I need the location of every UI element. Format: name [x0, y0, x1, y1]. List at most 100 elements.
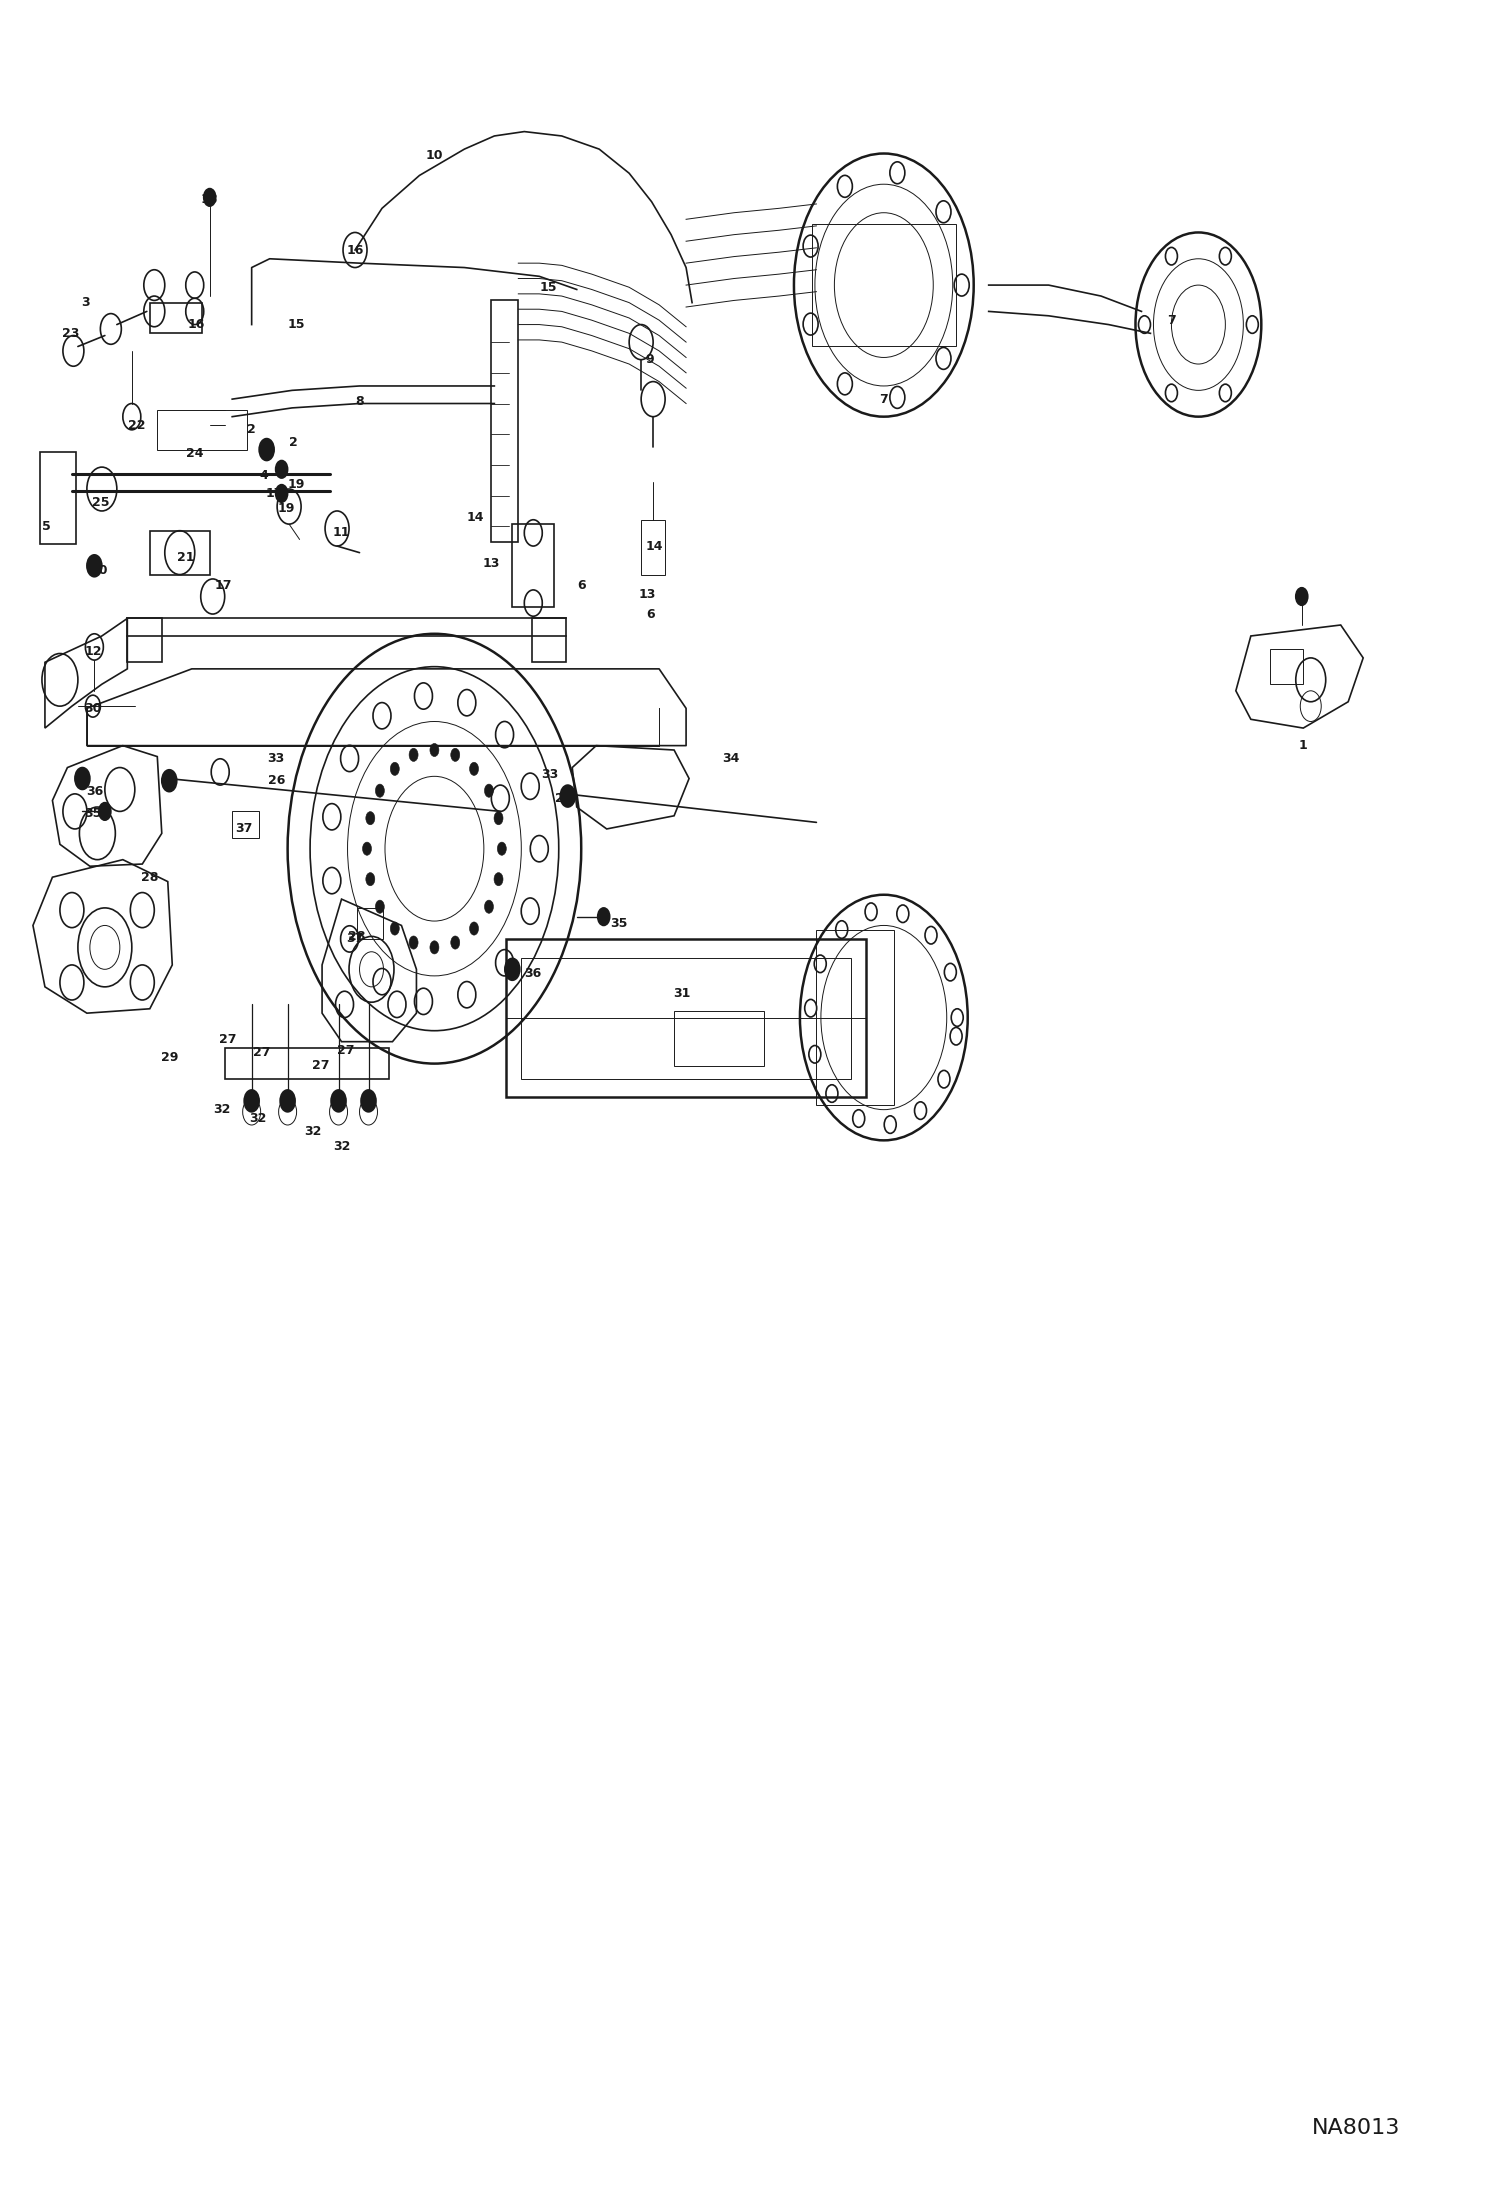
Text: 37: 37: [235, 822, 253, 836]
Text: 17: 17: [214, 579, 232, 592]
Text: 27: 27: [219, 1033, 237, 1046]
Circle shape: [363, 842, 372, 855]
Circle shape: [204, 189, 216, 206]
Bar: [357, 908, 383, 939]
Text: 7: 7: [879, 393, 888, 406]
Text: 23: 23: [61, 327, 79, 340]
Text: 10: 10: [425, 149, 443, 162]
Circle shape: [99, 803, 111, 820]
Text: NA8013: NA8013: [1312, 2118, 1401, 2138]
Bar: [674, 1011, 764, 1066]
Text: 13: 13: [638, 588, 656, 601]
Circle shape: [430, 743, 439, 757]
Text: 26: 26: [554, 792, 572, 805]
Text: 20: 20: [90, 564, 108, 577]
Text: 34: 34: [722, 752, 740, 765]
Circle shape: [430, 941, 439, 954]
Text: 32: 32: [333, 1140, 351, 1154]
Circle shape: [409, 748, 418, 761]
Text: 33: 33: [541, 768, 559, 781]
Text: 18: 18: [201, 193, 219, 206]
Text: 33: 33: [267, 752, 285, 765]
Text: 28: 28: [141, 871, 159, 884]
Circle shape: [162, 770, 177, 792]
Text: 19: 19: [277, 502, 295, 515]
Text: 3: 3: [81, 296, 90, 309]
Text: 32: 32: [304, 1125, 322, 1138]
Text: 16: 16: [187, 318, 205, 331]
Bar: [157, 410, 247, 450]
Bar: [812, 224, 956, 346]
Bar: [1270, 649, 1303, 684]
Text: 16: 16: [346, 243, 364, 257]
Circle shape: [451, 748, 460, 761]
Text: 36: 36: [85, 785, 103, 798]
Circle shape: [280, 1090, 295, 1112]
Circle shape: [505, 958, 520, 980]
Circle shape: [244, 1090, 259, 1112]
Circle shape: [484, 785, 493, 798]
Bar: [641, 520, 665, 575]
Circle shape: [469, 921, 478, 934]
Text: 31: 31: [673, 987, 691, 1000]
Circle shape: [276, 461, 288, 478]
Text: 1: 1: [1299, 739, 1308, 752]
Bar: [521, 958, 851, 1079]
Text: 26: 26: [268, 774, 286, 787]
Text: 9: 9: [646, 353, 655, 366]
Circle shape: [497, 842, 506, 855]
Bar: [40, 452, 76, 544]
Text: 35: 35: [610, 917, 628, 930]
Circle shape: [391, 921, 400, 934]
Circle shape: [451, 936, 460, 950]
Circle shape: [75, 768, 90, 789]
Text: 2: 2: [289, 436, 298, 450]
Bar: [491, 300, 518, 542]
Text: 13: 13: [482, 557, 500, 570]
Bar: [512, 524, 554, 607]
Text: 32: 32: [213, 1103, 231, 1116]
Circle shape: [469, 763, 478, 776]
Bar: [150, 531, 210, 575]
Text: 32: 32: [249, 1112, 267, 1125]
Text: 4: 4: [259, 469, 268, 482]
Circle shape: [87, 555, 102, 577]
Bar: [816, 930, 894, 1105]
Text: 27: 27: [337, 1044, 355, 1057]
Text: 15: 15: [539, 281, 557, 294]
Circle shape: [376, 899, 385, 912]
Text: 37: 37: [346, 932, 364, 945]
Bar: [232, 811, 259, 838]
Circle shape: [366, 873, 374, 886]
Text: 14: 14: [466, 511, 484, 524]
Circle shape: [560, 785, 575, 807]
Text: 7: 7: [1167, 314, 1176, 327]
Text: 36: 36: [524, 967, 542, 980]
Text: 17: 17: [265, 487, 283, 500]
Text: 12: 12: [84, 645, 102, 658]
Text: 6: 6: [577, 579, 586, 592]
Text: 11: 11: [333, 526, 351, 539]
Text: 6: 6: [646, 607, 655, 621]
Text: 35: 35: [84, 807, 102, 820]
Text: 28: 28: [348, 930, 366, 943]
Text: 22: 22: [127, 419, 145, 432]
Text: 24: 24: [186, 447, 204, 461]
Text: 8: 8: [355, 395, 364, 408]
Circle shape: [484, 899, 493, 912]
Circle shape: [276, 485, 288, 502]
Text: 27: 27: [312, 1059, 330, 1072]
Text: 19: 19: [288, 478, 306, 491]
Text: 27: 27: [253, 1046, 271, 1059]
Circle shape: [1296, 588, 1308, 605]
Bar: [506, 939, 866, 1096]
Circle shape: [494, 811, 503, 825]
Circle shape: [409, 936, 418, 950]
Text: 5: 5: [42, 520, 51, 533]
Text: 2: 2: [247, 423, 256, 436]
Circle shape: [361, 1090, 376, 1112]
Circle shape: [598, 908, 610, 925]
Circle shape: [259, 439, 274, 461]
Circle shape: [391, 763, 400, 776]
Text: 29: 29: [160, 1050, 178, 1064]
